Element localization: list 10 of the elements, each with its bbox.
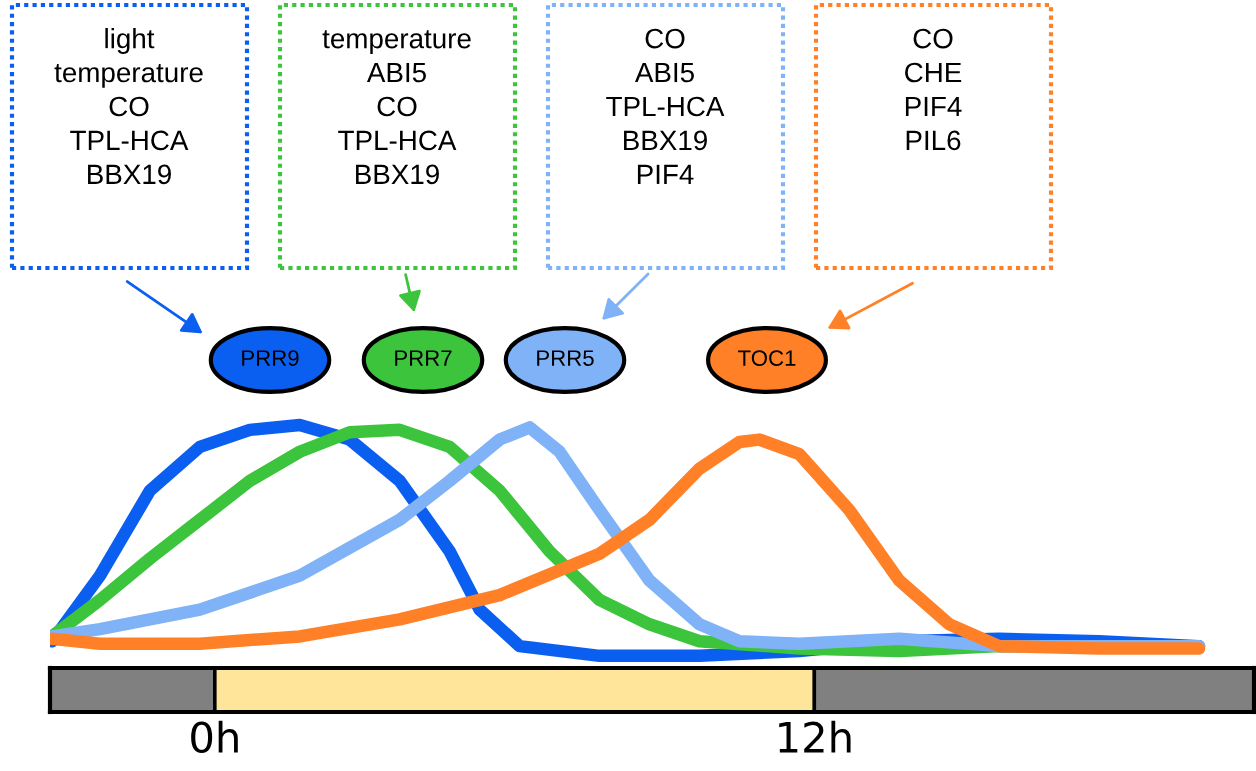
text: TOC1 bbox=[738, 350, 796, 366]
text: PRR5 bbox=[537, 350, 594, 366]
x-tick-label: 0h bbox=[191, 720, 238, 754]
x-tick-label: 12h bbox=[779, 720, 851, 753]
text: light temperature CO TPL-HCA BBX19 bbox=[54, 28, 203, 185]
text: CO CHE PIF4 PIL6 bbox=[905, 28, 962, 151]
text: temperature ABI5 CO TPL-HCA BBX19 bbox=[322, 30, 471, 185]
text: PRR9 bbox=[242, 350, 299, 366]
text: PRR7 bbox=[395, 350, 452, 366]
text: CO ABI5 TPL-HCA BBX19 PIF4 bbox=[606, 28, 725, 184]
